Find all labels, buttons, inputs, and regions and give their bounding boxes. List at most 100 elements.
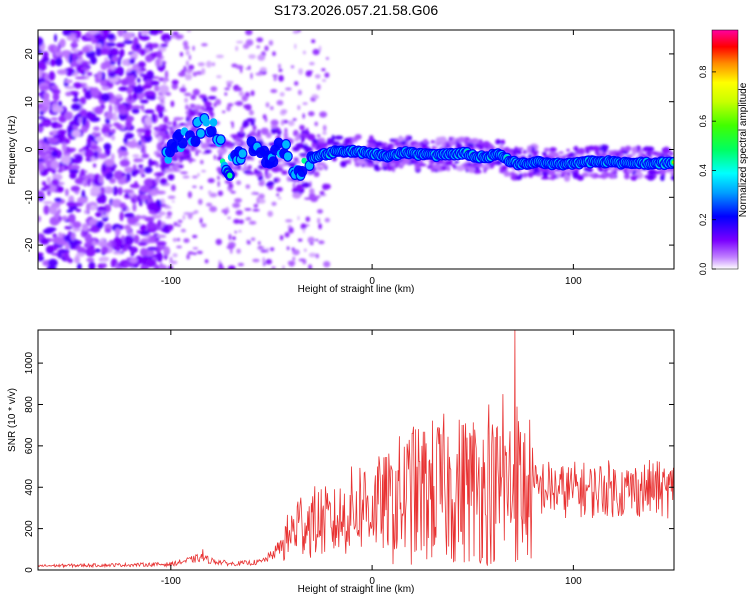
noise-blob xyxy=(59,38,66,48)
ridge-point xyxy=(284,152,292,161)
noise-blob xyxy=(302,50,306,55)
noise-blob xyxy=(540,176,550,180)
noise-blob xyxy=(61,215,69,221)
noise-blob xyxy=(369,135,374,143)
noise-blob xyxy=(280,109,288,114)
noise-blob xyxy=(253,191,256,195)
noise-blob xyxy=(573,146,579,151)
noise-blob xyxy=(206,60,212,68)
noise-blob xyxy=(80,109,88,117)
noise-blob xyxy=(56,186,64,193)
noise-blob xyxy=(139,48,146,56)
noise-blob xyxy=(105,112,114,120)
noise-blob xyxy=(104,228,112,233)
noise-blob xyxy=(301,182,311,188)
noise-blob xyxy=(279,92,285,97)
noise-blob xyxy=(132,154,140,158)
noise-blob xyxy=(298,238,303,242)
noise-blob xyxy=(607,150,615,153)
spectrogram-x-ticks: -100 0 100 xyxy=(161,30,582,287)
noise-blob xyxy=(171,200,175,203)
noise-blob xyxy=(171,168,175,173)
ridge-point xyxy=(282,140,290,149)
noise-blob xyxy=(38,126,44,132)
noise-blob xyxy=(255,170,261,174)
noise-blob xyxy=(324,72,330,78)
noise-blob xyxy=(598,150,603,155)
noise-blob xyxy=(302,102,308,105)
noise-blob xyxy=(299,124,305,131)
noise-blob xyxy=(638,150,644,155)
noise-blob xyxy=(103,132,109,137)
noise-blob xyxy=(276,193,280,197)
noise-blob xyxy=(192,234,198,239)
noise-blob xyxy=(235,87,243,92)
noise-blob xyxy=(84,89,93,100)
noise-blob xyxy=(66,201,77,207)
noise-blob xyxy=(183,148,191,154)
noise-blob xyxy=(137,131,142,137)
noise-blob xyxy=(177,224,181,227)
noise-blob xyxy=(258,198,266,204)
noise-blob xyxy=(308,252,317,258)
noise-blob xyxy=(157,30,164,34)
noise-blob xyxy=(248,220,257,225)
noise-blob xyxy=(108,104,113,114)
noise-blob xyxy=(42,201,53,205)
noise-blob xyxy=(248,65,251,70)
noise-blob xyxy=(48,258,58,268)
noise-blob xyxy=(281,163,288,167)
noise-blob xyxy=(227,216,231,220)
noise-blob xyxy=(137,241,148,246)
noise-blob xyxy=(145,54,153,63)
noise-blob xyxy=(81,46,90,53)
noise-blob xyxy=(288,226,294,234)
noise-blob xyxy=(201,43,208,47)
y-tick-label: 0 xyxy=(24,567,35,573)
noise-blob xyxy=(180,228,186,233)
noise-blob xyxy=(292,118,297,121)
noise-blob xyxy=(277,197,282,200)
noise-blob xyxy=(123,263,135,267)
noise-blob xyxy=(319,190,325,196)
noise-blob xyxy=(207,178,215,184)
noise-blob xyxy=(144,216,155,222)
colorbar-tick-label: 0.8 xyxy=(698,66,708,79)
noise-blob xyxy=(85,119,90,130)
noise-blob xyxy=(499,144,504,151)
noise-blob xyxy=(95,43,103,48)
noise-blob xyxy=(617,150,622,154)
noise-blob xyxy=(95,211,103,218)
noise-blob xyxy=(127,140,138,149)
noise-blob xyxy=(270,89,278,93)
noise-blob xyxy=(224,87,230,91)
y-tick-label: -20 xyxy=(24,237,35,252)
noise-blob xyxy=(139,185,150,193)
noise-blob xyxy=(318,45,322,52)
noise-blob xyxy=(192,71,197,77)
noise-blob xyxy=(84,149,94,159)
noise-blob xyxy=(115,94,123,99)
noise-blob xyxy=(84,209,88,214)
noise-blob xyxy=(373,163,380,171)
noise-blob xyxy=(148,158,153,168)
noise-blob xyxy=(256,37,264,43)
noise-blob xyxy=(81,223,89,232)
colorbar-scale xyxy=(711,29,739,270)
noise-blob xyxy=(186,30,191,33)
spectrogram-ridge xyxy=(161,113,674,181)
noise-blob xyxy=(192,247,198,250)
noise-blob xyxy=(168,224,174,231)
noise-blob xyxy=(311,39,316,43)
noise-blob xyxy=(239,131,243,139)
noise-blob xyxy=(68,33,77,38)
noise-blob xyxy=(123,40,134,45)
noise-blob xyxy=(240,66,243,74)
noise-blob xyxy=(217,180,220,188)
noise-blob xyxy=(117,103,127,112)
noise-blob xyxy=(468,167,475,174)
noise-blob xyxy=(94,248,101,253)
noise-blob xyxy=(103,204,112,213)
noise-blob xyxy=(262,257,266,264)
noise-blob xyxy=(54,51,62,57)
